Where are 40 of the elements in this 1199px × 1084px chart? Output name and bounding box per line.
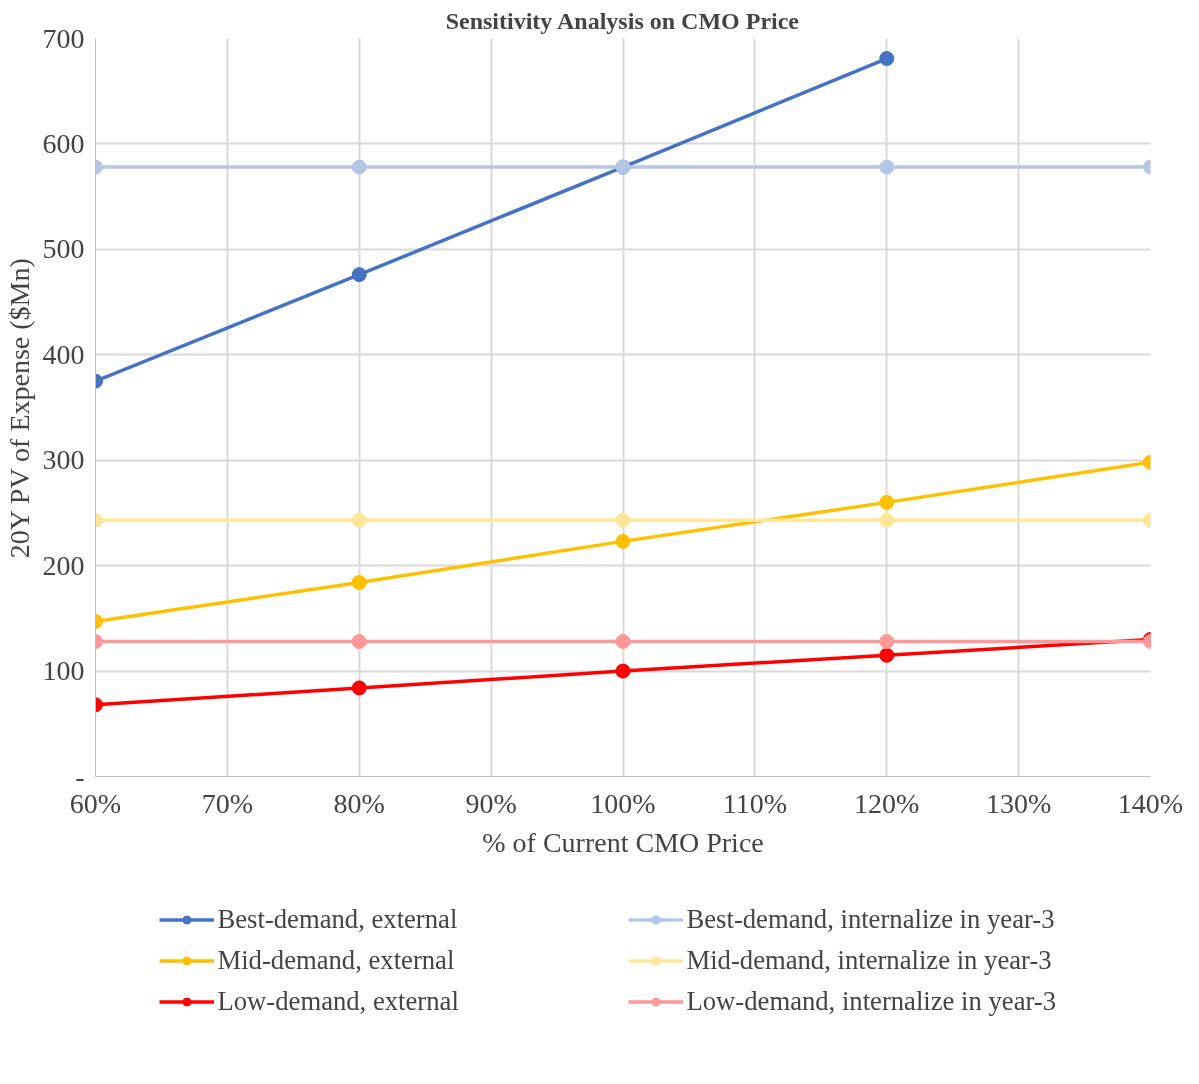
point: [879, 512, 895, 528]
x-tick-label: 120%: [854, 787, 920, 819]
point: [351, 267, 367, 283]
point: [351, 634, 367, 650]
point: [615, 512, 631, 528]
legend-label: Best-demand, external: [217, 903, 459, 935]
legend-label: Low-demand, external: [217, 985, 460, 1017]
point: [879, 494, 895, 510]
x-tick-label: 70%: [201, 787, 254, 819]
legend-label: Mid-demand, external: [217, 944, 456, 976]
legend-label: Mid-demand, internalize in year-3: [686, 944, 1053, 976]
point: [615, 663, 631, 679]
y-tick-label: 600: [42, 127, 85, 159]
legend-label: Low-demand, internalize in year-3: [686, 985, 1058, 1017]
y-tick-label: 400: [42, 338, 85, 370]
y-tick-label: 300: [42, 444, 85, 476]
x-tick-label: 90%: [465, 787, 517, 819]
y-tick-label: 100: [42, 655, 85, 687]
y-tick-label: 200: [42, 549, 85, 581]
x-tick-label: 100%: [590, 787, 656, 819]
point: [351, 512, 367, 528]
y-axis-title: 20Y PV of Expense ($Mn): [3, 258, 35, 559]
point: [879, 634, 895, 650]
point: [879, 51, 895, 67]
y-tick-label: 500: [42, 233, 85, 265]
x-axis-title: % of Current CMO Price: [482, 826, 764, 858]
point: [615, 634, 631, 650]
x-tick-label: 130%: [985, 787, 1052, 819]
legend-label: Best-demand, internalize in year-3: [686, 903, 1056, 935]
x-tick-label: 140%: [1117, 787, 1184, 819]
point: [615, 533, 631, 549]
point: [351, 159, 367, 175]
point: [351, 680, 367, 696]
point: [351, 575, 367, 590]
chart-title: Sensitivity Analysis on CMO Price: [445, 7, 800, 34]
y-tick-label: 700: [42, 22, 85, 54]
x-tick-label: 80%: [333, 787, 385, 819]
point: [879, 159, 895, 175]
x-tick-label: 110%: [722, 787, 788, 819]
point: [879, 647, 895, 663]
